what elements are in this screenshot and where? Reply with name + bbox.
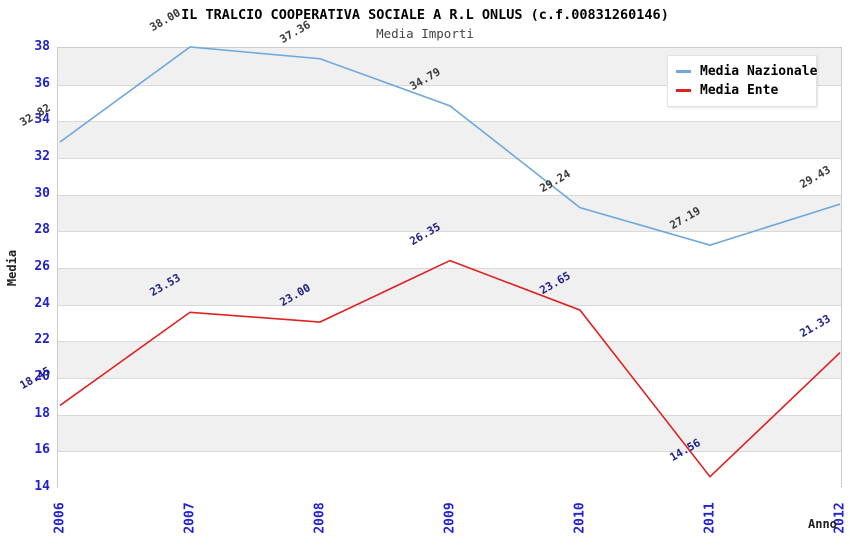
y-tick-label: 32 [34, 149, 50, 164]
gridline [58, 84, 841, 86]
background-band [58, 194, 841, 232]
gridline [58, 268, 841, 269]
y-tick-label: 22 [34, 332, 50, 348]
y-tick-label: 30 [34, 185, 50, 201]
background-band [58, 304, 841, 342]
y-tick-label: 24 [34, 295, 50, 311]
y-tick-label: 18 [34, 405, 50, 421]
gridline [58, 158, 841, 159]
y-tick-label: 20 [34, 369, 50, 384]
gridline [58, 121, 841, 123]
series-line-media-nazionale [59, 46, 841, 247]
y-tick-label: 28 [34, 222, 50, 238]
plot-area [57, 47, 842, 488]
y-tick-label: 38 [34, 39, 50, 54]
gridline [58, 231, 841, 233]
background-band [58, 341, 841, 378]
background-band [58, 158, 841, 195]
legend-item-media-nazionale: Media Nazionale [676, 62, 817, 81]
background-band [58, 121, 841, 158]
y-tick-label: 34 [34, 112, 50, 128]
gridline [58, 341, 841, 343]
gridline [58, 451, 841, 453]
y-tick-label: 14 [34, 479, 50, 494]
media-nazionale-line-icon [676, 70, 691, 73]
gridline [58, 414, 841, 416]
background-band [58, 268, 841, 305]
legend-item-media-ente: Media Ente [676, 81, 808, 100]
legend: Media Nazionale Media Ente [667, 55, 817, 107]
background-band [58, 378, 841, 415]
gridline [58, 194, 841, 196]
background-band [58, 231, 841, 268]
legend-label: Media Ente [700, 83, 779, 98]
chart-subtitle: Media Importi [376, 26, 474, 41]
background-band [58, 414, 841, 452]
gridline [58, 304, 841, 306]
background-band [58, 451, 841, 488]
legend-label: Media Nazionale [700, 64, 818, 79]
chart-title: IL TRALCIO COOPERATIVA SOCIALE A R.L ONL… [181, 7, 669, 23]
y-tick-label: 16 [34, 442, 50, 458]
media-ente-line-icon [676, 89, 691, 92]
gridline [58, 378, 841, 379]
x-axis-title: Anno [808, 517, 837, 531]
y-tick-label: 36 [34, 75, 50, 91]
series-line-media-ente [59, 259, 841, 478]
y-tick-label: 26 [34, 259, 50, 274]
